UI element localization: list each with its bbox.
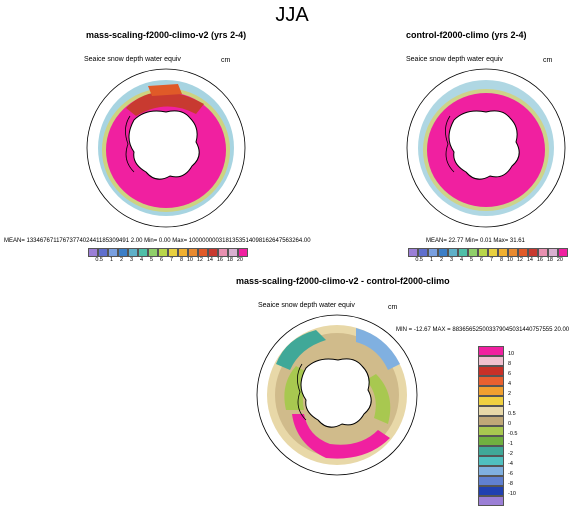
colorbar-label: 0.5 xyxy=(415,257,423,263)
colorbar-label: 10 xyxy=(186,257,193,263)
stats-bottom: MIN = -12.67 MAX = 883656525003379045031… xyxy=(396,327,570,333)
colorbar-label: 0.5 xyxy=(95,257,103,263)
polar-map-bottom xyxy=(256,314,418,476)
colorbar-label: -0.5 xyxy=(508,431,518,437)
colorbar-label: 2 xyxy=(119,257,123,263)
panel-subtitle-top-left: Seaice snow depth water equiv xyxy=(84,56,181,63)
figure-title: JJA xyxy=(275,4,309,26)
panel-title-top-left: mass-scaling-f2000-climo-v2 (yrs 2-4) xyxy=(86,30,247,40)
colorbar-label: 1 xyxy=(429,257,433,263)
panel-title-bottom: mass-scaling-f2000-climo-v2 - control-f2… xyxy=(236,276,450,286)
polar-map-top-left xyxy=(86,68,246,228)
colorbar-label: 4 xyxy=(459,257,463,263)
colorbar-label: 20 xyxy=(236,257,243,263)
colorbar-label: 16 xyxy=(536,257,543,263)
colorbar-label: 10 xyxy=(508,351,515,357)
colorbar-label: 10 xyxy=(506,257,513,263)
colorbar-label: 5 xyxy=(469,257,473,263)
colorbar-label: 1 xyxy=(109,257,113,263)
colorbar-label: 12 xyxy=(196,257,203,263)
colorbar-label: 8 xyxy=(499,257,503,263)
colorbar-label: 6 xyxy=(159,257,163,263)
panel-units-bottom: cm xyxy=(388,304,398,311)
colorbar-label: 16 xyxy=(216,257,223,263)
panel-units-top-left: cm xyxy=(221,57,231,64)
colorbar-label: 14 xyxy=(206,257,213,263)
colorbar-swatches xyxy=(88,248,248,257)
colorbar-label: -2 xyxy=(508,451,513,457)
colorbar-label: 7 xyxy=(169,257,173,263)
stats-top-left: MEAN= 1334676711767377402441185309491 2.… xyxy=(4,238,311,244)
panel-title-top-right: control-f2000-climo (yrs 2-4) xyxy=(406,30,527,40)
colorbar-label: 12 xyxy=(516,257,523,263)
panel-units-top-right: cm xyxy=(543,57,553,64)
colorbar-label: 14 xyxy=(526,257,533,263)
colorbar-top-left: 0.5 1 2 3 4 5 6 7 8 10 12 14 16 18 20 xyxy=(88,248,248,263)
colorbar-label: 6 xyxy=(479,257,483,263)
colorbar-label: 1 xyxy=(508,401,512,407)
colorbar-label: 18 xyxy=(546,257,553,263)
colorbar-label: 6 xyxy=(508,371,512,377)
colorbar-swatches xyxy=(408,248,568,257)
colorbar-label: 4 xyxy=(508,381,512,387)
stats-top-right: MEAN= 22.77 Min= 0.01 Max= 31.61 xyxy=(426,238,525,244)
colorbar-label: 8 xyxy=(179,257,183,263)
panel-subtitle-top-right: Seaice snow depth water equiv xyxy=(406,56,503,63)
colorbar-top-right: 0.5 1 2 3 4 5 6 7 8 10 12 14 16 18 20 xyxy=(408,248,568,263)
colorbar-label: -1 xyxy=(508,441,513,447)
colorbar-label: 7 xyxy=(489,257,493,263)
colorbar-label: 0.5 xyxy=(508,411,516,417)
colorbar-label: 3 xyxy=(449,257,453,263)
panel-subtitle-bottom: Seaice snow depth water equiv xyxy=(258,302,355,309)
colorbar-label: 2 xyxy=(439,257,443,263)
colorbar-label: 8 xyxy=(508,361,512,367)
polar-map-top-right xyxy=(406,68,566,228)
colorbar-label: -4 xyxy=(508,461,513,467)
colorbar-label: 0 xyxy=(508,421,512,427)
colorbar-label: -8 xyxy=(508,481,513,487)
colorbar-label: 2 xyxy=(508,391,512,397)
colorbar-label: -6 xyxy=(508,471,513,477)
colorbar-diff-labels: 10 8 6 4 2 1 0.5 0 -0.5 -1 -2 -4 -6 -8 -… xyxy=(508,350,517,500)
colorbar-label: 4 xyxy=(139,257,143,263)
colorbar-label: -10 xyxy=(508,491,516,497)
colorbar-label: 18 xyxy=(226,257,233,263)
colorbar-label: 3 xyxy=(129,257,133,263)
colorbar-diff xyxy=(478,346,504,506)
colorbar-label: 5 xyxy=(149,257,153,263)
colorbar-label: 20 xyxy=(556,257,563,263)
